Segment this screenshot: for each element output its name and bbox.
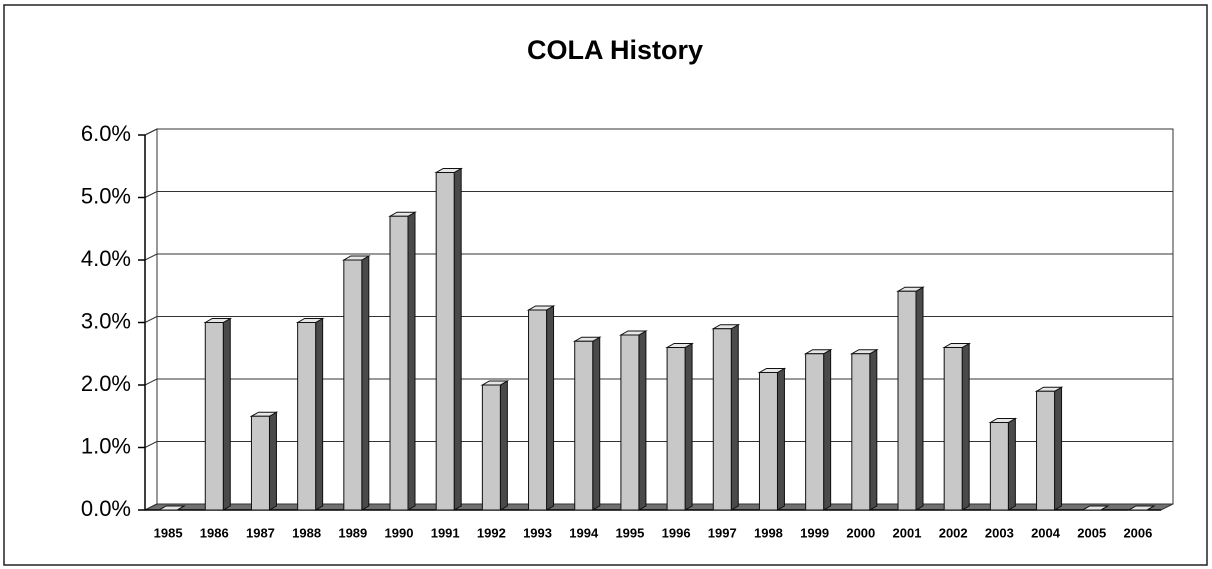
bar (666, 347, 686, 511)
bar-side (961, 342, 970, 511)
bar (1036, 390, 1056, 511)
bar (943, 347, 963, 511)
bar-side (592, 336, 601, 511)
bar-side (1007, 417, 1016, 511)
x-tick-label: 2001 (893, 525, 922, 540)
x-tick-label: 1992 (477, 525, 506, 540)
y-tick-label: 1.0% (81, 433, 131, 458)
bar-side (869, 348, 878, 511)
x-tick-label: 2000 (846, 525, 875, 540)
bar-side (222, 317, 231, 511)
bar-side (407, 211, 416, 511)
bar (389, 215, 409, 511)
chart-title: COLA History (527, 35, 703, 65)
bar (989, 422, 1009, 511)
bar (851, 353, 871, 511)
bar-top (157, 505, 186, 511)
bar-side (684, 342, 693, 511)
bar-side (361, 255, 370, 511)
y-tick-label: 6.0% (81, 121, 131, 146)
bar (805, 353, 825, 511)
bar (297, 322, 317, 511)
bar-side (1054, 386, 1063, 511)
bar (897, 290, 917, 511)
x-tick-label: 1993 (523, 525, 552, 540)
bar (250, 415, 270, 511)
bar (758, 372, 778, 511)
bar (574, 340, 594, 511)
grid-line (144, 191, 158, 198)
x-tick-label: 1991 (431, 525, 460, 540)
bar-top (1080, 505, 1110, 511)
x-tick-label: 1988 (292, 525, 321, 540)
x-tick-label: 2005 (1077, 525, 1106, 540)
x-tick-label: 1999 (800, 525, 829, 540)
x-tick-label: 1997 (708, 525, 737, 540)
y-tick-label: 4.0% (81, 246, 131, 271)
bar (435, 172, 455, 511)
bar (343, 259, 363, 511)
x-tick-label: 1989 (338, 525, 367, 540)
bar (528, 309, 548, 511)
bar-side (915, 286, 924, 511)
x-tick-label: 1998 (754, 525, 783, 540)
bar-side (315, 317, 324, 511)
x-tick-label: 2006 (1123, 525, 1152, 540)
grid-line (144, 441, 158, 448)
grid-line (144, 378, 158, 386)
bar-side (638, 330, 647, 511)
y-tick-label: 5.0% (81, 183, 131, 208)
bar-side (823, 348, 832, 511)
bar (204, 322, 224, 511)
x-tick-label: 1996 (662, 525, 691, 540)
grid-line (144, 128, 158, 136)
y-tick-label: 2.0% (81, 371, 131, 396)
x-tick-label: 2003 (985, 525, 1014, 540)
grid-line (144, 503, 158, 511)
x-tick-label: 1986 (200, 525, 229, 540)
bar-top (1127, 505, 1156, 511)
x-tick-label: 1995 (615, 525, 644, 540)
bar (712, 328, 732, 511)
y-tick-label: 3.0% (81, 308, 131, 333)
grid-line (144, 253, 158, 261)
x-tick-label: 2002 (939, 525, 968, 540)
bar-side (730, 323, 739, 511)
grid-line (144, 316, 158, 323)
bar (481, 384, 501, 511)
bar-side (453, 167, 462, 511)
bar-side (776, 367, 785, 511)
bar-side (268, 411, 277, 511)
x-tick-label: 1994 (569, 525, 599, 540)
x-tick-label: 1990 (385, 525, 414, 540)
y-tick-label: 0.0% (81, 496, 131, 521)
bar (620, 334, 640, 511)
x-tick-label: 2004 (1031, 525, 1061, 540)
bar-side (546, 305, 555, 511)
x-tick-label: 1985 (154, 525, 183, 540)
x-tick-label: 1987 (246, 525, 275, 540)
bar-side (499, 380, 508, 511)
